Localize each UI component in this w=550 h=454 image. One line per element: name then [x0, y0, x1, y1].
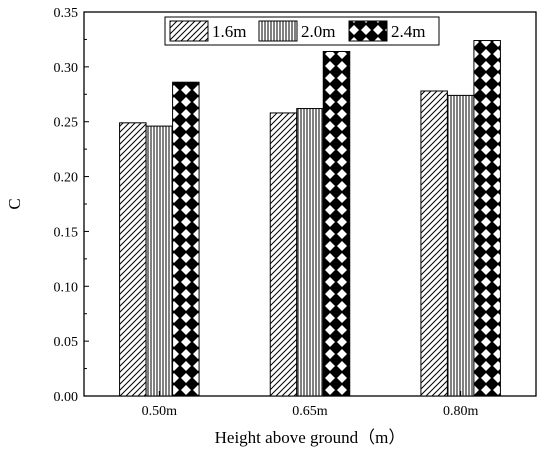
bar-2.4m-0.80m: [473, 40, 501, 397]
x-tick-label: 0.65m: [292, 404, 328, 419]
bar-2.0m-0.80m: [446, 94, 475, 397]
y-axis: 0.00 0.05 0.10 0.15 0.20 0.25 0.30 0.35: [54, 6, 89, 405]
plot-area: 0.000.050.100.150.200.250.300.35 0.50m 0.…: [54, 6, 537, 419]
x-axis-title: Height above ground（m）: [215, 428, 406, 447]
legend: 1.6m 2.0m 2.4m: [164, 16, 440, 46]
bar-2.4m-0.50m: [172, 81, 200, 397]
y-tick-label: 0.20: [54, 171, 79, 186]
legend-swatch-1.6m: [169, 20, 209, 42]
x-tick-label: 0.50m: [142, 404, 178, 419]
legend-label-2.0m: 2.0m: [301, 22, 335, 41]
y-tick-label: 0.10: [54, 280, 79, 295]
y-tick-label: 0.35: [54, 6, 79, 21]
legend-box: [164, 16, 440, 46]
legend-label-1.6m: 1.6m: [212, 22, 246, 41]
y-tick-label: 0.25: [54, 116, 79, 131]
legend-swatch-2.0m: [258, 20, 298, 42]
y-tick-label: 0.30: [54, 61, 79, 76]
bars: [119, 40, 501, 397]
bar-2.4m-0.65m: [322, 50, 351, 397]
y-tick-label: 0.15: [54, 225, 79, 240]
bar-2.0m-0.50m: [145, 125, 174, 397]
legend-swatch-2.4m: [348, 20, 388, 42]
bar-1.6m-0.50m: [119, 122, 147, 397]
x-axis: 0.50m 0.65m 0.80m: [142, 391, 479, 419]
y-tick-label: 0.05: [54, 335, 79, 350]
bar-2.0m-0.65m: [296, 108, 324, 397]
legend-label-2.4m: 2.4m: [391, 22, 425, 41]
bar-1.6m-0.65m: [269, 112, 298, 397]
y-axis-title: C: [5, 198, 24, 209]
bar-1.6m-0.80m: [420, 90, 448, 397]
x-tick-label: 0.80m: [443, 404, 479, 419]
y-tick-label: 0.00: [54, 390, 79, 405]
